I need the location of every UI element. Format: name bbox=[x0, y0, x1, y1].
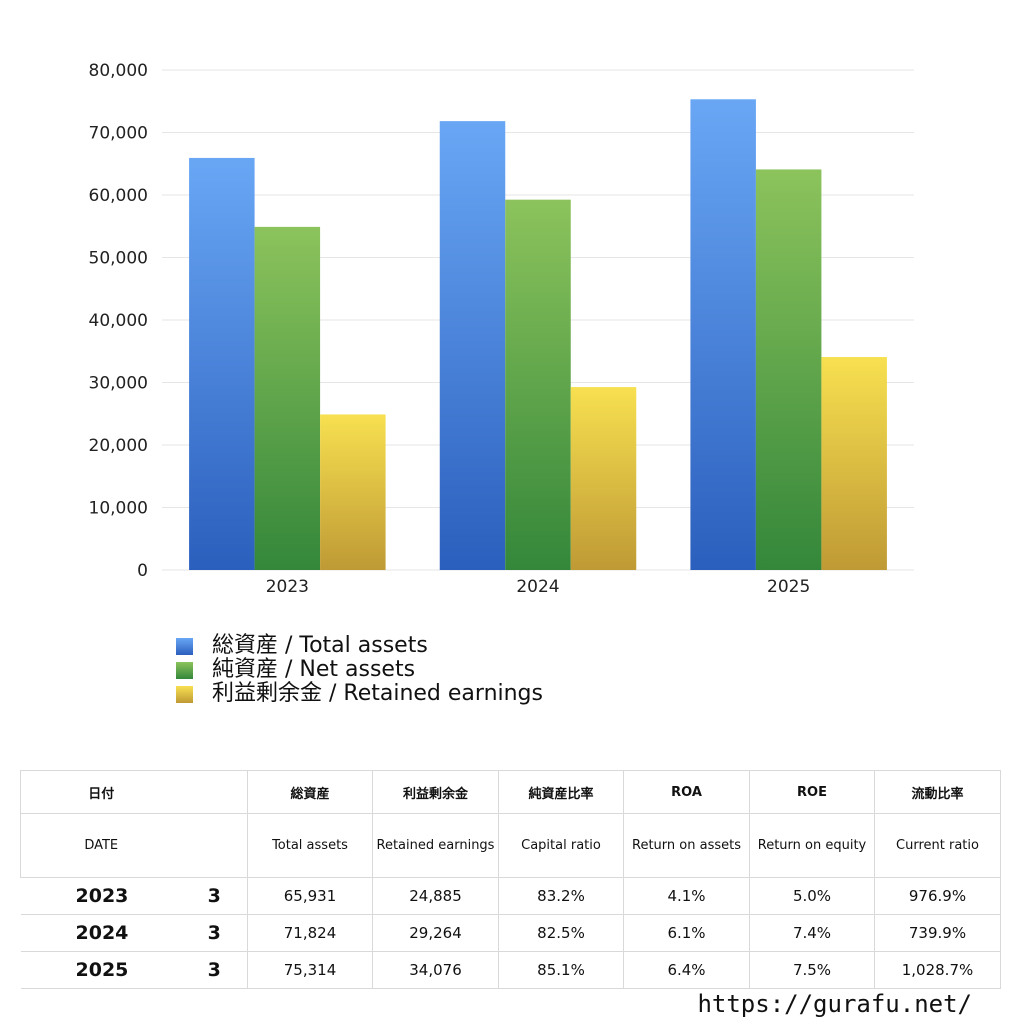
x-tick-label: 2025 bbox=[767, 577, 810, 597]
header-month-jp bbox=[181, 770, 248, 814]
cell-year: 2024 bbox=[20, 914, 182, 952]
cell-current-ratio: 1,028.7% bbox=[874, 951, 1001, 989]
legend-item-net-assets: 純資産 / Net assets bbox=[176, 658, 543, 682]
cell-roe: 5.0% bbox=[749, 877, 875, 915]
cell-roa: 6.4% bbox=[623, 951, 750, 989]
cell-capital-ratio: 85.1% bbox=[498, 951, 624, 989]
bar-2024-series-2 bbox=[505, 199, 571, 570]
header-month-en bbox=[181, 813, 248, 878]
cell-roa: 6.1% bbox=[623, 914, 750, 952]
header-roa-en: Return on assets bbox=[623, 813, 750, 878]
header-roa-jp: ROA bbox=[623, 770, 750, 814]
bar-2023-series-3 bbox=[320, 414, 386, 570]
legend-label-retained-earnings: 利益剰余金 / Retained earnings bbox=[212, 681, 543, 706]
header-current-ratio-en: Current ratio bbox=[874, 813, 1001, 878]
y-tick-label: 30,000 bbox=[89, 374, 148, 394]
header-retained-jp: 利益剰余金 bbox=[372, 770, 499, 814]
bar-2025-series-2 bbox=[755, 169, 822, 570]
legend-item-total-assets: 総資産 / Total assets bbox=[176, 634, 543, 658]
header-total-assets-jp: 総資産 bbox=[247, 770, 373, 814]
x-tick-label: 2023 bbox=[266, 577, 309, 597]
legend-swatch-total-assets bbox=[176, 637, 193, 655]
legend-swatch-retained-earnings bbox=[176, 685, 193, 703]
cell-total-assets: 65,931 bbox=[247, 877, 373, 915]
site-url: https://gurafu.net/ bbox=[697, 990, 972, 1018]
bar-2024-series-3 bbox=[570, 387, 637, 570]
header-roe-en: Return on equity bbox=[749, 813, 875, 878]
y-tick-label: 20,000 bbox=[89, 436, 148, 456]
x-tick-label: 2024 bbox=[516, 577, 559, 597]
cell-roa: 4.1% bbox=[623, 877, 750, 915]
cell-month: 3 bbox=[181, 877, 248, 915]
table-row: 2025 3 75,314 34,076 85.1% 6.4% 7.5% 1,0… bbox=[20, 951, 1001, 989]
header-date-jp: 日付 bbox=[20, 770, 182, 814]
cell-current-ratio: 739.9% bbox=[874, 914, 1001, 952]
header-total-assets-en: Total assets bbox=[247, 813, 373, 878]
legend-label-net-assets: 純資産 / Net assets bbox=[212, 657, 416, 682]
financial-metrics-table: 日付 総資産 利益剰余金 純資産比率 ROA ROE 流動比率 DATE Tot… bbox=[20, 770, 1001, 989]
y-axis-tick-labels: 0 10,000 20,000 30,000 40,000 50,000 60,000 70,… bbox=[89, 61, 148, 581]
chart-legend: 総資産 / Total assets 純資産 / Net assets 利益剰余… bbox=[176, 634, 543, 706]
cell-month: 3 bbox=[181, 951, 248, 989]
cell-roe: 7.5% bbox=[749, 951, 875, 989]
legend-swatch-net-assets bbox=[176, 661, 193, 679]
table-header-row-en: DATE Total assets Retained earnings Capi… bbox=[20, 813, 1001, 878]
legend-label-total-assets: 総資産 / Total assets bbox=[212, 633, 428, 658]
x-axis-tick-labels: 2023 2024 2025 bbox=[266, 577, 811, 597]
cell-total-assets: 71,824 bbox=[247, 914, 373, 952]
header-current-ratio-jp: 流動比率 bbox=[874, 770, 1001, 814]
bar-2023-series-1 bbox=[189, 157, 255, 570]
bar-chart: 0 10,000 20,000 30,000 40,000 50,000 60,000 70,… bbox=[89, 61, 914, 597]
bar-2024-series-1 bbox=[439, 121, 506, 570]
y-tick-label: 0 bbox=[137, 561, 148, 581]
legend-item-retained-earnings: 利益剰余金 / Retained earnings bbox=[176, 682, 543, 706]
bar-2025-series-3 bbox=[821, 357, 887, 570]
bar-2023-series-2 bbox=[254, 226, 321, 570]
table-row: 2023 3 65,931 24,885 83.2% 4.1% 5.0% 976… bbox=[20, 877, 1001, 915]
chart-bars bbox=[189, 99, 887, 570]
header-roe-jp: ROE bbox=[749, 770, 875, 814]
y-tick-label: 60,000 bbox=[89, 186, 148, 206]
cell-year: 2025 bbox=[20, 951, 182, 989]
cell-capital-ratio: 82.5% bbox=[498, 914, 624, 952]
cell-roe: 7.4% bbox=[749, 914, 875, 952]
cell-retained: 34,076 bbox=[372, 951, 499, 989]
cell-current-ratio: 976.9% bbox=[874, 877, 1001, 915]
y-tick-label: 70,000 bbox=[89, 124, 148, 144]
header-date-en: DATE bbox=[20, 813, 182, 878]
table-row: 2024 3 71,824 29,264 82.5% 6.1% 7.4% 739… bbox=[20, 914, 1001, 952]
y-tick-label: 80,000 bbox=[89, 61, 148, 81]
cell-total-assets: 75,314 bbox=[247, 951, 373, 989]
bar-2025-series-1 bbox=[690, 99, 756, 570]
header-capital-ratio-en: Capital ratio bbox=[498, 813, 624, 878]
header-capital-ratio-jp: 純資産比率 bbox=[498, 770, 624, 814]
header-retained-en: Retained earnings bbox=[372, 813, 499, 878]
cell-retained: 24,885 bbox=[372, 877, 499, 915]
y-tick-label: 40,000 bbox=[89, 311, 148, 331]
y-tick-label: 10,000 bbox=[89, 499, 148, 519]
cell-retained: 29,264 bbox=[372, 914, 499, 952]
table-header-row-jp: 日付 総資産 利益剰余金 純資産比率 ROA ROE 流動比率 bbox=[20, 770, 1001, 814]
cell-month: 3 bbox=[181, 914, 248, 952]
cell-year: 2023 bbox=[20, 877, 182, 915]
y-tick-label: 50,000 bbox=[89, 249, 148, 269]
cell-capital-ratio: 83.2% bbox=[498, 877, 624, 915]
